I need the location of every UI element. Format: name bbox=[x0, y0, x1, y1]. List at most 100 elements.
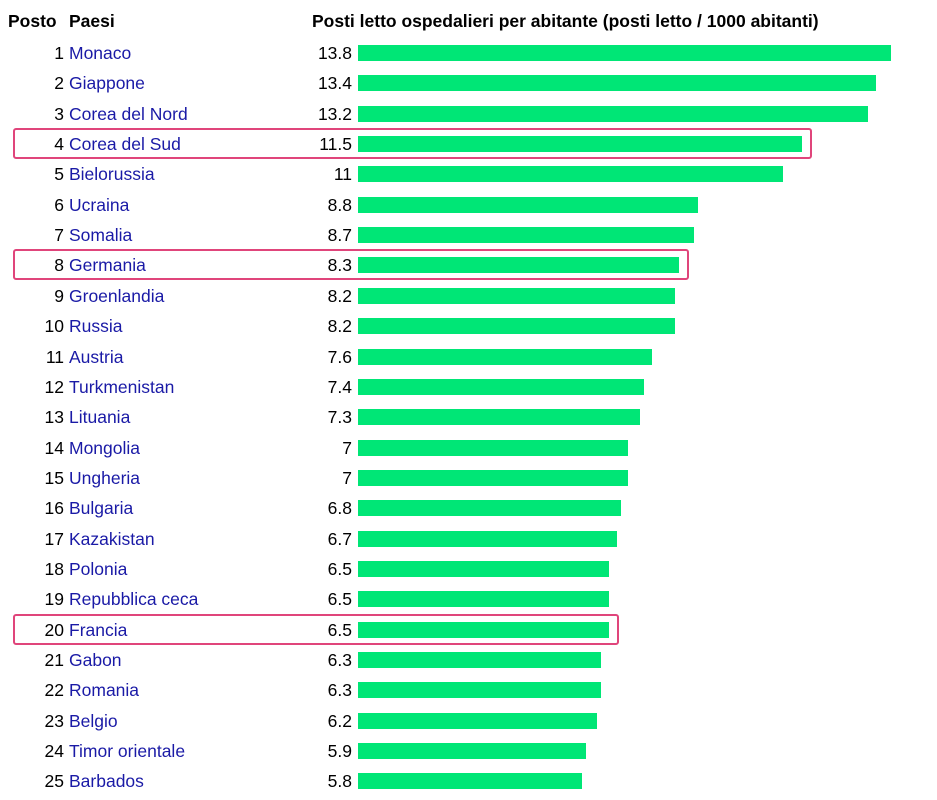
bar bbox=[358, 713, 597, 729]
country-link[interactable]: Polonia bbox=[69, 559, 128, 579]
value-label: 6.3 bbox=[327, 650, 352, 670]
country-link[interactable]: Bielorussia bbox=[69, 164, 155, 184]
table-row: 22 Romania 6.3 bbox=[0, 675, 937, 705]
table-row: 9 Groenlandia 8.2 bbox=[0, 281, 937, 311]
country-link[interactable]: Gabon bbox=[69, 650, 122, 670]
bar bbox=[358, 166, 783, 182]
country-link[interactable]: Mongolia bbox=[69, 438, 141, 458]
country-link[interactable]: Germania bbox=[69, 255, 146, 275]
country-link[interactable]: Repubblica ceca bbox=[69, 589, 199, 609]
bar bbox=[358, 318, 675, 334]
header-rank: Posto bbox=[8, 11, 57, 31]
rank-label: 5 bbox=[54, 164, 64, 184]
table-row: 17 Kazakistan 6.7 bbox=[0, 524, 937, 554]
table-row: 14 Mongolia 7 bbox=[0, 433, 937, 463]
value-label: 11.5 bbox=[319, 134, 352, 154]
country-link[interactable]: Bulgaria bbox=[69, 498, 134, 518]
table-row: 5 Bielorussia 11 bbox=[0, 159, 937, 189]
bar bbox=[358, 409, 640, 425]
country-link[interactable]: Barbados bbox=[69, 771, 144, 791]
rank-label: 18 bbox=[44, 559, 64, 579]
table-row: 18 Polonia 6.5 bbox=[0, 554, 937, 584]
rank-label: 10 bbox=[44, 316, 64, 336]
country-link[interactable]: Kazakistan bbox=[69, 529, 155, 549]
rank-label: 14 bbox=[44, 438, 64, 458]
bar bbox=[358, 682, 601, 698]
table-row: 13 Lituania 7.3 bbox=[0, 402, 937, 432]
value-label: 6.5 bbox=[327, 620, 352, 640]
table-row: 25 Barbados 5.8 bbox=[0, 766, 937, 796]
rank-label: 22 bbox=[44, 680, 64, 700]
table-row: 8 Germania 8.3 bbox=[0, 250, 937, 280]
value-label: 7.4 bbox=[327, 377, 352, 397]
value-label: 13.2 bbox=[317, 104, 352, 124]
bar bbox=[358, 561, 609, 577]
rank-label: 23 bbox=[44, 711, 64, 731]
value-label: 8.7 bbox=[327, 225, 352, 245]
rank-label: 19 bbox=[44, 589, 64, 609]
bar bbox=[358, 500, 621, 516]
table-row: 11 Austria 7.6 bbox=[0, 342, 937, 372]
value-label: 7 bbox=[342, 468, 352, 488]
country-link[interactable]: Belgio bbox=[69, 711, 118, 731]
country-link[interactable]: Lituania bbox=[69, 407, 131, 427]
value-label: 13.8 bbox=[317, 43, 352, 63]
country-link[interactable]: Corea del Sud bbox=[69, 134, 181, 154]
country-link[interactable]: Corea del Nord bbox=[69, 104, 188, 124]
country-link[interactable]: Timor orientale bbox=[69, 741, 186, 761]
rank-label: 16 bbox=[44, 498, 64, 518]
table-row: 10 Russia 8.2 bbox=[0, 311, 937, 341]
bar bbox=[358, 288, 675, 304]
value-label: 7 bbox=[342, 438, 352, 458]
country-link[interactable]: Francia bbox=[69, 620, 128, 640]
rank-label: 13 bbox=[44, 407, 64, 427]
country-link[interactable]: Groenlandia bbox=[69, 286, 165, 306]
bar bbox=[358, 45, 891, 61]
bar bbox=[358, 622, 609, 638]
table-row: 19 Repubblica ceca 6.5 bbox=[0, 584, 937, 614]
bar bbox=[358, 106, 868, 122]
bar bbox=[358, 257, 679, 273]
country-link[interactable]: Giappone bbox=[69, 73, 145, 93]
country-link[interactable]: Ungheria bbox=[69, 468, 141, 488]
bar bbox=[358, 75, 876, 91]
value-label: 8.8 bbox=[327, 195, 352, 215]
rank-label: 6 bbox=[54, 195, 64, 215]
country-link[interactable]: Somalia bbox=[69, 225, 133, 245]
bar bbox=[358, 773, 582, 789]
bar bbox=[358, 227, 694, 243]
bar bbox=[358, 197, 698, 213]
rank-label: 4 bbox=[54, 134, 64, 154]
country-link[interactable]: Romania bbox=[69, 680, 140, 700]
value-label: 5.8 bbox=[327, 771, 352, 791]
table-row: 21 Gabon 6.3 bbox=[0, 645, 937, 675]
country-link[interactable]: Monaco bbox=[69, 43, 132, 63]
rank-label: 20 bbox=[44, 620, 64, 640]
table-row: 16 Bulgaria 6.8 bbox=[0, 493, 937, 523]
table-row: 3 Corea del Nord 13.2 bbox=[0, 99, 937, 129]
rank-label: 3 bbox=[54, 104, 64, 124]
country-link[interactable]: Russia bbox=[69, 316, 123, 336]
rank-label: 21 bbox=[44, 650, 64, 670]
country-link[interactable]: Turkmenistan bbox=[69, 377, 175, 397]
bar bbox=[358, 531, 617, 547]
rank-label: 12 bbox=[44, 377, 64, 397]
value-label: 8.2 bbox=[327, 286, 352, 306]
table-row: 2 Giappone 13.4 bbox=[0, 68, 937, 98]
rank-label: 24 bbox=[44, 741, 64, 761]
value-label: 8.3 bbox=[327, 255, 352, 275]
header-metric: Posti letto ospedalieri per abitante (po… bbox=[312, 11, 819, 31]
table-row: 23 Belgio 6.2 bbox=[0, 706, 937, 736]
value-label: 7.6 bbox=[327, 347, 352, 367]
rank-label: 9 bbox=[54, 286, 64, 306]
bar bbox=[358, 379, 644, 395]
header-country: Paesi bbox=[69, 11, 115, 31]
value-label: 6.5 bbox=[327, 559, 352, 579]
value-label: 6.7 bbox=[327, 529, 352, 549]
country-link[interactable]: Austria bbox=[69, 347, 124, 367]
table-row: 7 Somalia 8.7 bbox=[0, 220, 937, 250]
value-label: 13.4 bbox=[317, 73, 352, 93]
country-link[interactable]: Ucraina bbox=[69, 195, 130, 215]
value-label: 6.3 bbox=[327, 680, 352, 700]
